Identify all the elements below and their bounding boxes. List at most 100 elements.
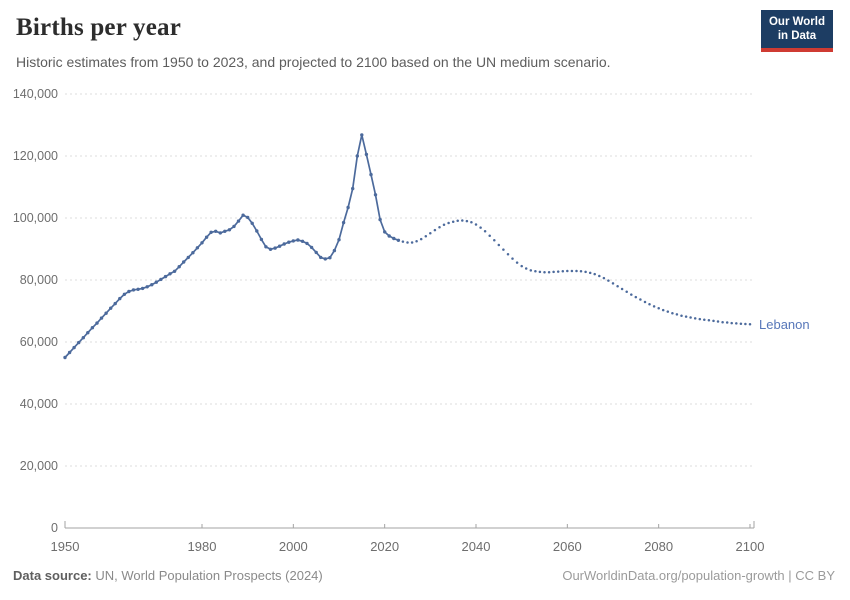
historic-marker xyxy=(332,248,337,253)
projection-dot xyxy=(442,223,446,227)
historic-line[interactable] xyxy=(64,134,399,359)
projection-dot xyxy=(639,298,642,301)
historic-marker xyxy=(232,224,236,229)
projection-dot xyxy=(579,270,583,273)
historic-marker xyxy=(273,246,277,250)
projection-dot xyxy=(643,300,647,304)
historic-marker xyxy=(90,326,95,330)
owid-logo[interactable]: Our World in Data xyxy=(760,10,833,52)
historic-marker xyxy=(163,274,168,279)
x-axis-tick-label: 2100 xyxy=(736,539,765,554)
historic-marker xyxy=(77,340,81,345)
historic-marker xyxy=(218,231,222,235)
projection-dot xyxy=(534,270,537,273)
projection-dot xyxy=(461,219,464,222)
historic-marker xyxy=(392,236,396,241)
historic-marker xyxy=(314,250,318,255)
projection-dot xyxy=(520,264,523,268)
historic-marker xyxy=(131,288,136,292)
historic-marker xyxy=(236,219,241,223)
historic-marker xyxy=(99,316,104,320)
projection-dot xyxy=(547,271,551,274)
projection-dot xyxy=(625,290,628,294)
projection-dot xyxy=(566,269,569,273)
data-source-label: Data source: xyxy=(13,568,92,583)
page-title: Births per year xyxy=(16,14,182,41)
historic-marker xyxy=(186,255,190,260)
projection-dot xyxy=(543,271,546,274)
historic-marker xyxy=(364,152,369,157)
projection-dot xyxy=(693,317,697,320)
projected-series[interactable] xyxy=(401,219,752,326)
historic-marker xyxy=(369,172,373,177)
projection-dot xyxy=(598,274,601,278)
historic-marker xyxy=(67,350,72,355)
series-label-lebanon: Lebanon xyxy=(759,317,810,332)
historic-marker xyxy=(246,215,250,220)
historic-marker xyxy=(351,186,355,191)
projection-dot xyxy=(570,269,574,273)
historic-marker xyxy=(182,260,186,264)
historic-marker xyxy=(127,289,131,294)
projection-dot xyxy=(470,221,473,224)
projection-dot xyxy=(703,318,706,321)
projection-dot xyxy=(707,319,711,322)
historic-marker xyxy=(355,154,359,158)
projection-dot xyxy=(575,269,578,273)
historic-marker xyxy=(227,228,232,232)
historic-marker xyxy=(214,229,218,233)
historic-marker xyxy=(328,256,332,260)
historic-marker xyxy=(104,311,108,315)
historic-marker xyxy=(387,234,391,238)
historic-marker xyxy=(223,229,227,233)
citation-link[interactable]: OurWorldinData.org/population-growth | C… xyxy=(562,568,835,583)
projection-dot xyxy=(611,282,615,285)
historic-marker xyxy=(200,241,204,245)
historic-marker xyxy=(72,345,76,350)
historic-marker xyxy=(113,301,117,306)
historic-marker xyxy=(259,237,264,242)
x-axis-tick-label: 2020 xyxy=(370,539,399,554)
projection-dot xyxy=(652,305,656,308)
projection-dot xyxy=(552,270,555,274)
historic-marker xyxy=(383,230,387,234)
projection-dot xyxy=(620,287,624,291)
projection-dot xyxy=(630,293,633,296)
projection-dot xyxy=(648,302,651,306)
projection-dot xyxy=(735,322,738,325)
chart-canvas[interactable]: 0 20,000 40,000 60,000 80,000 100,000 120,000 1… xyxy=(0,85,850,560)
projection-dot xyxy=(616,284,619,288)
projection-dot xyxy=(474,223,478,226)
projection-dot xyxy=(748,323,752,326)
projection-dot xyxy=(588,271,592,275)
projection-dot xyxy=(716,320,720,323)
x-axis-tick-label: 2080 xyxy=(644,539,673,554)
historic-series[interactable] xyxy=(63,133,401,360)
y-grid: 0 20,000 40,000 60,000 80,000 100,000 120,000 1… xyxy=(13,87,754,535)
historic-marker xyxy=(296,238,300,242)
projection-dot xyxy=(721,320,724,324)
historic-marker xyxy=(264,245,268,249)
projection-dot xyxy=(739,322,743,325)
chart-footer: Data source: UN, World Population Prospe… xyxy=(13,568,835,583)
projection-dot xyxy=(725,321,729,324)
projection-dot xyxy=(506,253,510,256)
historic-marker xyxy=(172,269,177,273)
y-axis-tick-label: 100,000 xyxy=(13,211,58,225)
historic-marker xyxy=(118,296,122,301)
projection-dot xyxy=(493,239,496,242)
projection-dot xyxy=(451,220,455,223)
projection-dot xyxy=(698,317,702,321)
y-axis-tick-label: 60,000 xyxy=(20,335,58,349)
projection-dot xyxy=(511,257,514,260)
projection-dot xyxy=(657,306,660,310)
projection-dot xyxy=(424,235,428,238)
x-axis-tick-label: 2000 xyxy=(279,539,308,554)
y-axis-tick-label: 80,000 xyxy=(20,273,58,287)
projection-dot xyxy=(465,219,469,223)
historic-marker xyxy=(177,265,181,269)
page-subtitle: Historic estimates from 1950 to 2023, an… xyxy=(16,54,611,70)
projection-dot xyxy=(744,322,747,326)
historic-marker xyxy=(195,246,200,250)
